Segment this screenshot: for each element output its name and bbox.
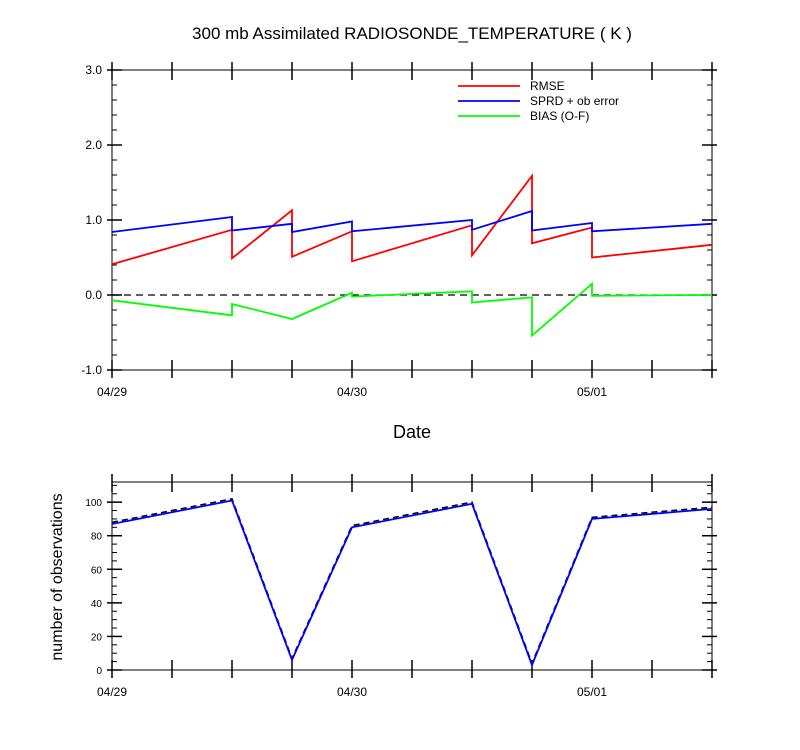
- series-line-assimilated: [111, 499, 713, 668]
- x-tick-label: 04/29: [97, 685, 127, 699]
- series-line-bias-o-f: [111, 281, 713, 338]
- legend-label: SPRD + ob error: [530, 94, 619, 108]
- bottom-panel: 04/29 04/30 05/01 0 20 40 60 80 100: [85, 474, 717, 699]
- y-tick-label: 1.0: [85, 213, 102, 227]
- y-tick-label: 100: [85, 498, 102, 509]
- top-panel: 04/29 04/30 05/01 -1.0 0.0 1.0 2.0 3.0 RMSESPRD …: [81, 62, 717, 399]
- x-tick-label: 05/01: [577, 685, 607, 699]
- series-line-possible: [111, 497, 713, 666]
- y-tick-label: -1.0: [81, 363, 102, 377]
- x-tick-label: 04/30: [337, 385, 367, 399]
- legend-label: RMSE: [530, 79, 565, 93]
- series-line-sprd-ob-error: [111, 209, 713, 234]
- x-tick-label: 04/29: [97, 385, 127, 399]
- y-tick-label: 0.0: [85, 288, 102, 302]
- y-tick-label: 40: [91, 599, 103, 610]
- plot-frame: [111, 481, 713, 671]
- chart-title: 300 mb Assimilated RADIOSONDE_TEMPERATUR…: [192, 24, 632, 43]
- y-tick-label: 2.0: [85, 138, 102, 152]
- y-tick-label: 3.0: [85, 63, 102, 77]
- series-line-rmse: [111, 173, 713, 266]
- y-tick-label: 0: [96, 666, 102, 677]
- y-axis-title-observations: number of observations: [49, 493, 66, 660]
- y-tick-label: 60: [91, 565, 103, 576]
- y-tick-label: 20: [91, 632, 103, 643]
- x-tick-label: 05/01: [577, 385, 607, 399]
- y-tick-label: 80: [91, 532, 103, 543]
- x-axis-title: Date: [393, 422, 431, 442]
- legend-label: BIAS (O-F): [530, 109, 589, 123]
- x-tick-label: 04/30: [337, 685, 367, 699]
